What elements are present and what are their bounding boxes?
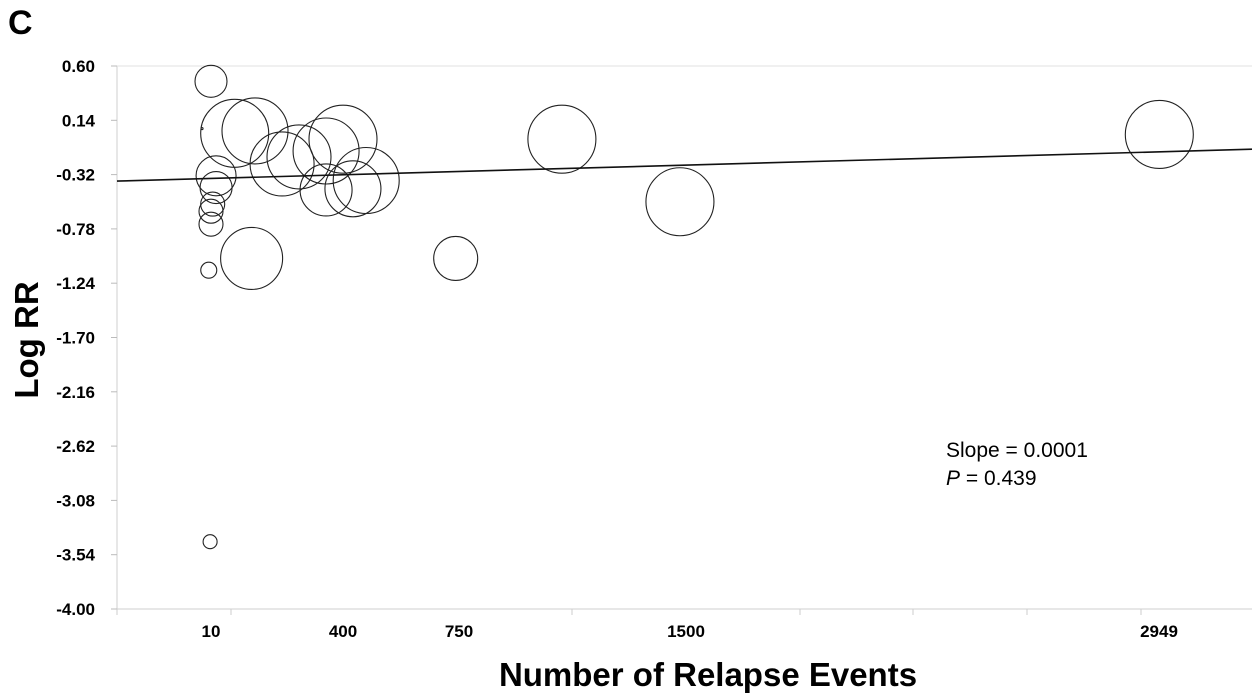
y-tick-label: -1.24 xyxy=(56,274,95,293)
study-bubble xyxy=(199,171,233,205)
study-bubble xyxy=(299,163,353,217)
x-ticks: 10 400 750 1500 2949 xyxy=(116,609,1178,641)
y-tick-label: 0.60 xyxy=(62,57,95,76)
study-bubble xyxy=(198,198,224,224)
study-bubble xyxy=(292,117,360,185)
study-bubble xyxy=(324,160,382,218)
slope-annotation: Slope = 0.0001 xyxy=(946,439,1088,462)
y-tick-label: -4.00 xyxy=(56,600,95,619)
study-bubble xyxy=(195,155,237,197)
study-bubble xyxy=(220,226,284,290)
x-tick-label: 1500 xyxy=(667,622,705,641)
x-axis-title: Number of Relapse Events xyxy=(499,656,917,693)
study-bubble xyxy=(249,131,315,197)
study-bubble xyxy=(221,97,289,165)
p-value-annotation: P = 0.439 xyxy=(946,467,1037,490)
study-bubble xyxy=(1124,99,1194,170)
y-tick-label: 0.14 xyxy=(62,111,96,130)
y-tick-label: -0.78 xyxy=(56,220,95,239)
y-tick-label: -0.32 xyxy=(56,166,95,185)
x-tick-label: 750 xyxy=(445,622,473,641)
y-tick-label: -2.62 xyxy=(56,437,95,456)
x-tick-label: 2949 xyxy=(1140,622,1178,641)
study-bubble xyxy=(194,64,228,98)
study-bubble xyxy=(202,534,218,550)
y-tick-label: -2.16 xyxy=(56,383,95,402)
study-bubble xyxy=(308,104,378,174)
panel-label: C xyxy=(8,4,33,42)
p-value: = 0.439 xyxy=(960,467,1036,490)
y-ticks: 0.60 0.14 -0.32 -0.78 -1.24 -1.70 -2.16 -2.62 -3… xyxy=(56,57,117,619)
study-bubble xyxy=(527,104,597,174)
x-tick-label: 10 xyxy=(202,622,221,641)
bubbles xyxy=(194,64,1194,550)
study-bubble xyxy=(266,124,332,190)
regression-line xyxy=(116,148,1253,182)
y-tick-label: -3.08 xyxy=(56,491,95,510)
p-label: P xyxy=(946,467,960,490)
y-tick-label: -3.54 xyxy=(56,546,95,565)
study-bubble xyxy=(433,235,479,281)
study-bubble xyxy=(645,167,715,237)
study-bubble xyxy=(198,211,224,237)
y-axis-title: Log RR xyxy=(8,281,45,398)
x-tick-label: 400 xyxy=(329,622,357,641)
plot-frame xyxy=(116,65,1252,610)
y-tick-label: -1.70 xyxy=(56,329,95,348)
study-bubble xyxy=(200,261,218,279)
study-bubble xyxy=(332,146,400,215)
